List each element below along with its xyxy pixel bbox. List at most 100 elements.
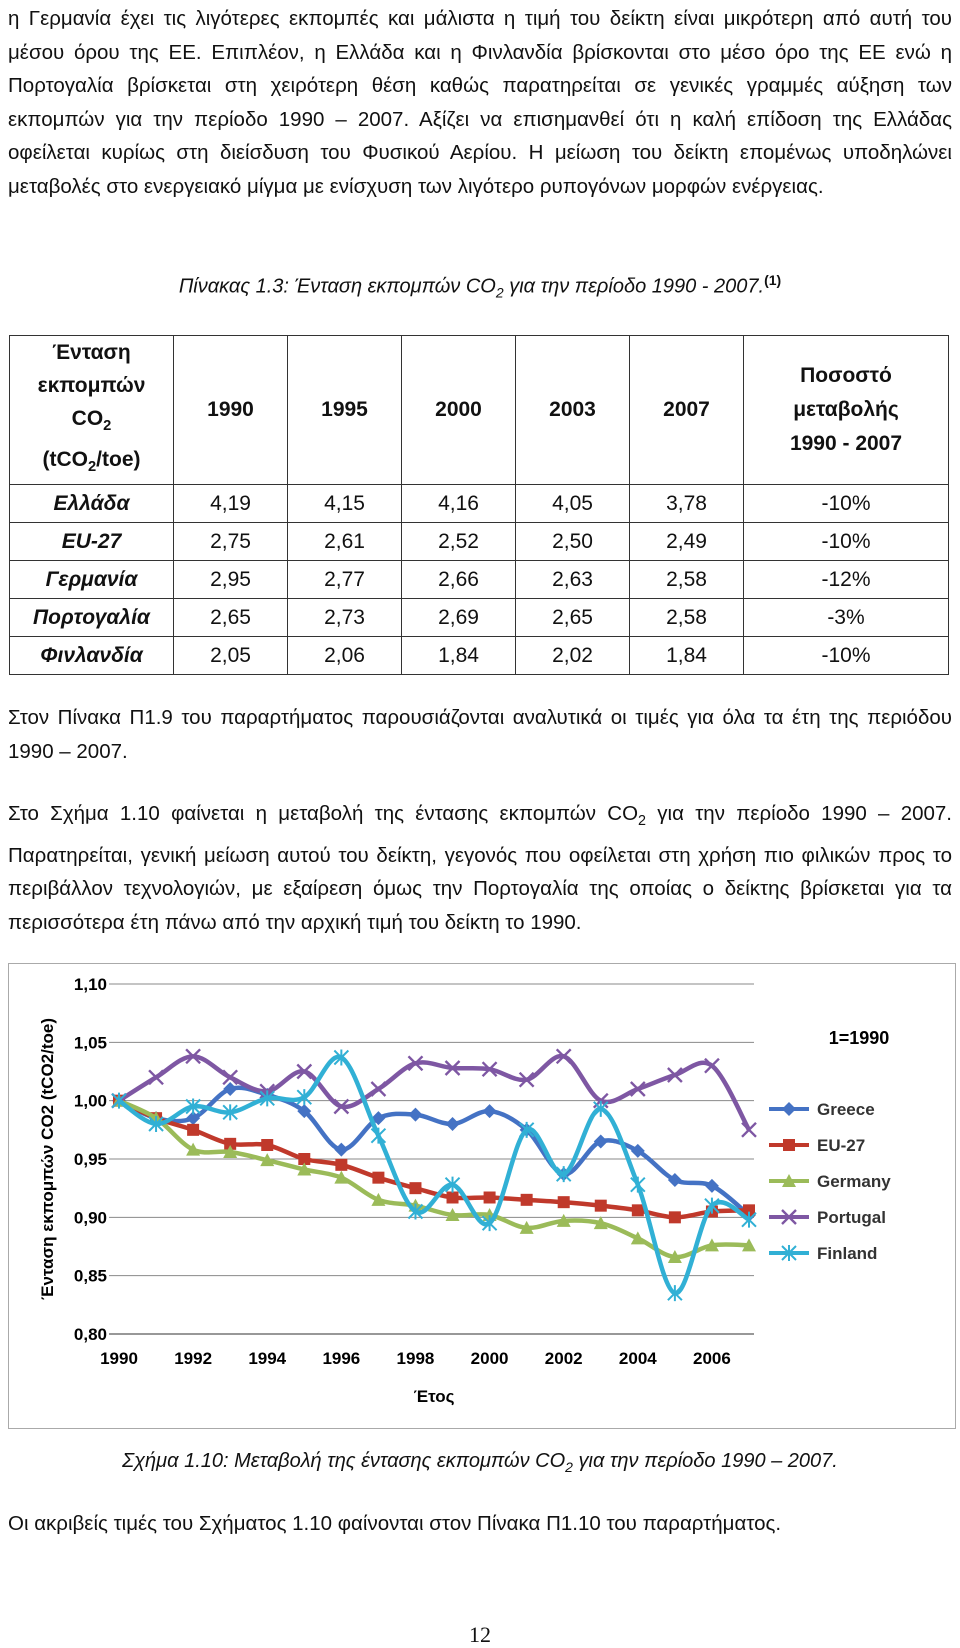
data-point (224, 1137, 237, 1150)
header-intensity-l4a: (tCO (42, 448, 89, 472)
x-tick-label: 1990 (100, 1349, 138, 1368)
chart-grid (109, 983, 754, 1335)
data-point (783, 1139, 795, 1151)
data-point (630, 1231, 645, 1245)
data-point (481, 1061, 498, 1078)
series-line (117, 1054, 751, 1296)
y-tick-label: 0,80 (74, 1325, 107, 1344)
figure-caption-sub: 2 (565, 1459, 573, 1475)
x-tick-label: 2004 (619, 1349, 657, 1368)
data-point (333, 1098, 350, 1115)
chart-annotation: 1=1990 (829, 1028, 890, 1048)
header-year: 2003 (515, 334, 630, 486)
series-portugal (111, 1048, 757, 1138)
data-point (593, 1134, 608, 1149)
figure-caption-b: για την περίοδο 1990 – 2007. (572, 1450, 838, 1472)
data-point (630, 1176, 646, 1193)
data-point (334, 1142, 349, 1157)
table-row: Πορτογαλία 2,65 2,73 2,69 2,65 2,58 -3% (9, 598, 949, 638)
data-point (222, 1104, 238, 1121)
header-intensity-l4-sub: 2 (88, 459, 97, 476)
data-point (593, 1216, 608, 1230)
data-point (148, 1116, 164, 1132)
header-intensity-l2: εκπομπών (37, 374, 146, 397)
data-point (555, 1166, 572, 1183)
page-number: 12 (469, 1622, 491, 1647)
data-point (185, 1098, 201, 1115)
paragraph-figure-intro-b: για την περίοδο 1990 – 2007. Παρατηρείτα… (8, 802, 952, 934)
figure-caption: Σχήμα 1.10: Μεταβολή της έντασης εκπομπώ… (0, 1450, 960, 1475)
header-change-l2: μεταβολής (793, 398, 899, 422)
y-axis-label: Ένταση εκπομπών CO2 (tCO2/toe) (38, 1018, 57, 1300)
header-change-l3: 1990 - 2007 (789, 432, 903, 456)
data-point (667, 1285, 683, 1302)
data-point (704, 1197, 720, 1214)
header-intensity: Ένταση εκπομπών CO2 (tCO2/toe) (9, 334, 174, 486)
x-tick-label: 2006 (693, 1349, 731, 1368)
row-country: Γερμανία (9, 560, 174, 600)
header-intensity-l4b: /toe) (96, 448, 141, 472)
data-point (407, 1055, 424, 1072)
data-point (483, 1191, 496, 1204)
data-point (782, 1102, 796, 1116)
data-point (782, 1174, 796, 1187)
cell-change: -10% (743, 484, 949, 524)
table-row: Γερμανία 2,95 2,77 2,66 2,63 2,58 -12% (9, 560, 949, 600)
emissions-table: Ένταση εκπομπών CO2 (tCO2/toe) 1990 1995… (9, 334, 949, 676)
data-point (667, 1250, 682, 1263)
cell-value: 2,06 (287, 636, 402, 676)
cell-value: 2,02 (515, 636, 630, 676)
data-point (371, 1192, 386, 1206)
paragraph-figure-intro: Στο Σχήμα 1.10 φαίνεται η μεταβολή της έ… (8, 797, 952, 939)
legend-item: EU-27 (769, 1136, 865, 1155)
cell-value: 4,05 (515, 484, 630, 524)
y-axis-ticks: 0,80 0,85 0,90 0,95 1,00 1,05 1,10 (74, 975, 107, 1344)
data-point (222, 1069, 239, 1086)
table-header-row: Ένταση εκπομπών CO2 (tCO2/toe) 1990 1995… (9, 334, 949, 486)
y-tick-label: 0,85 (74, 1267, 107, 1286)
cell-value: 2,66 (401, 560, 516, 600)
header-year: 1990 (173, 334, 288, 486)
cell-value: 2,52 (401, 522, 516, 562)
data-point (445, 1117, 460, 1131)
cell-value: 1,84 (401, 636, 516, 676)
data-point (742, 1238, 756, 1252)
data-point (446, 1191, 459, 1204)
legend-item: Greece (769, 1100, 875, 1119)
data-point (555, 1048, 572, 1065)
data-point (519, 1220, 534, 1234)
data-point (518, 1071, 535, 1088)
data-point (481, 1215, 498, 1232)
cell-value: 1,84 (629, 636, 744, 676)
data-point (111, 1092, 127, 1109)
data-point (444, 1060, 461, 1076)
chart-series (111, 1048, 757, 1302)
cell-value: 2,75 (173, 522, 288, 562)
legend-label: Finland (817, 1244, 877, 1263)
cell-value: 2,58 (629, 598, 744, 638)
paragraph-intro: η Γερμανία έχει τις λιγότερες εκπομπές κ… (8, 7, 952, 198)
data-point (743, 1204, 755, 1217)
data-point (407, 1203, 424, 1220)
cell-change: -12% (743, 560, 949, 600)
y-tick-label: 1,05 (74, 1033, 107, 1052)
data-point (186, 1111, 201, 1126)
table-caption: Πίνακας 1.3: Ένταση εκπομπών CO2 για την… (0, 272, 960, 301)
row-country: Φινλανδία (9, 636, 174, 676)
x-tick-label: 1996 (322, 1349, 360, 1368)
data-point (667, 1067, 683, 1083)
cell-change: -3% (743, 598, 949, 638)
data-point (223, 1145, 238, 1158)
cell-value: 2,65 (173, 598, 288, 638)
data-point (668, 1211, 681, 1224)
x-axis-label: Έτος (414, 1387, 455, 1406)
cell-value: 2,73 (287, 598, 402, 638)
cell-change: -10% (743, 522, 949, 562)
legend-item: Finland (769, 1244, 877, 1263)
cell-value: 2,49 (629, 522, 744, 562)
data-point (741, 1121, 757, 1138)
data-point (298, 1153, 311, 1165)
data-point (741, 1211, 757, 1228)
table-row: Φινλανδία 2,05 2,06 1,84 2,02 1,84 -10% (9, 636, 949, 676)
table-caption-prefix: Πίνακας 1.3: Ένταση εκπομπών CO (178, 275, 496, 298)
